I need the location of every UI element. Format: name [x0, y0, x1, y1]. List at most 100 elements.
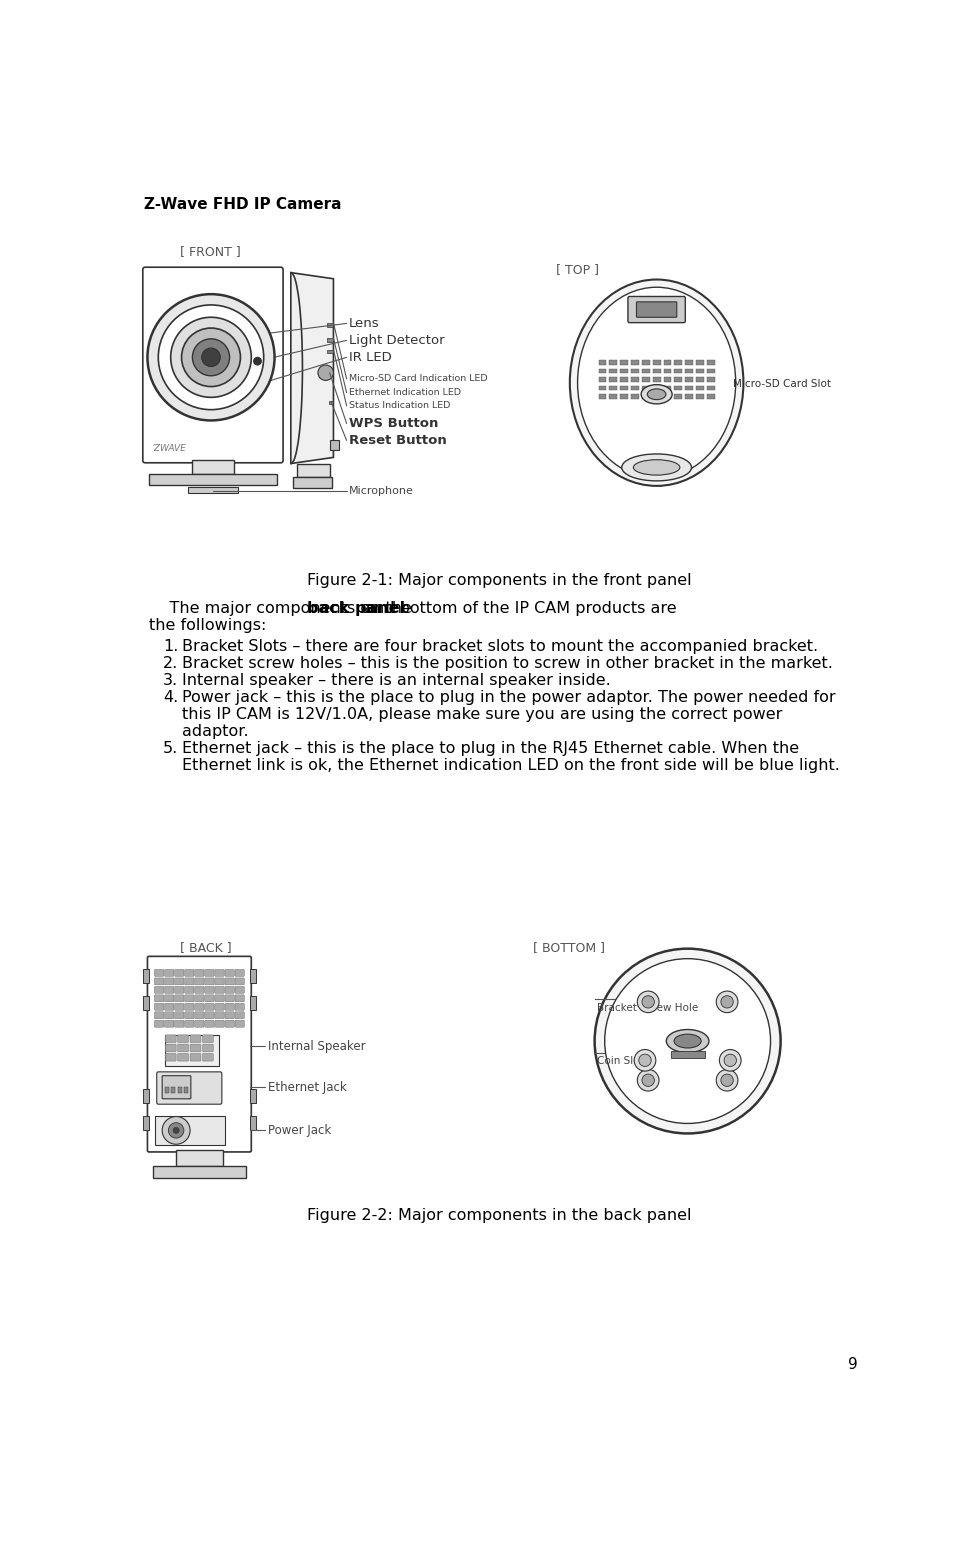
Bar [609, 360, 617, 365]
FancyBboxPatch shape [214, 1013, 224, 1019]
Bar [328, 339, 333, 342]
FancyBboxPatch shape [203, 1044, 214, 1051]
Text: [ BOTTOM ]: [ BOTTOM ] [532, 941, 604, 954]
Bar [184, 1087, 188, 1093]
Text: Power Jack: Power Jack [267, 1124, 331, 1137]
Ellipse shape [634, 460, 680, 475]
Bar [166, 1087, 169, 1093]
FancyBboxPatch shape [214, 986, 224, 994]
Bar [620, 370, 628, 373]
Ellipse shape [569, 280, 743, 486]
Circle shape [638, 1070, 659, 1092]
FancyBboxPatch shape [225, 995, 234, 1002]
Bar [671, 1051, 705, 1058]
Text: Lens: Lens [349, 317, 379, 329]
FancyBboxPatch shape [195, 1013, 204, 1019]
Circle shape [254, 357, 261, 365]
Bar [664, 377, 672, 382]
Circle shape [638, 991, 659, 1013]
Text: Ethernet jack – this is the place to plug in the RJ45 Ethernet cable. When the: Ethernet jack – this is the place to plu… [181, 741, 799, 756]
FancyBboxPatch shape [235, 969, 245, 977]
FancyBboxPatch shape [214, 969, 224, 977]
Bar [631, 360, 639, 365]
Ellipse shape [577, 287, 736, 478]
Bar [165, 1034, 218, 1065]
Bar [188, 486, 238, 492]
Bar [620, 377, 628, 382]
Bar [172, 1087, 176, 1093]
Polygon shape [142, 1089, 149, 1103]
Text: Ethernet Indication LED: Ethernet Indication LED [349, 388, 461, 398]
Bar [652, 370, 660, 373]
FancyBboxPatch shape [184, 978, 194, 985]
Text: back panel: back panel [307, 601, 406, 615]
Bar [620, 394, 628, 399]
Text: Bracket screw holes – this is the position to screw in other bracket in the mark: Bracket screw holes – this is the positi… [181, 655, 833, 671]
Circle shape [642, 1075, 654, 1087]
Bar [664, 370, 672, 373]
Text: 2.: 2. [163, 655, 178, 671]
Bar [675, 394, 682, 399]
FancyBboxPatch shape [154, 995, 164, 1002]
FancyBboxPatch shape [184, 1003, 194, 1011]
FancyBboxPatch shape [205, 969, 214, 977]
FancyBboxPatch shape [165, 969, 174, 977]
FancyBboxPatch shape [175, 1013, 184, 1019]
FancyBboxPatch shape [225, 1003, 234, 1011]
FancyBboxPatch shape [205, 986, 214, 994]
FancyBboxPatch shape [154, 1003, 164, 1011]
Circle shape [318, 365, 333, 380]
FancyBboxPatch shape [225, 1013, 234, 1019]
Polygon shape [293, 477, 332, 488]
Text: 4.: 4. [163, 690, 178, 705]
FancyBboxPatch shape [225, 1020, 234, 1027]
FancyBboxPatch shape [195, 1020, 204, 1027]
Text: WPS Button: WPS Button [349, 418, 439, 430]
FancyBboxPatch shape [154, 978, 164, 985]
Text: Microphone: Microphone [349, 486, 413, 497]
Text: 3.: 3. [163, 672, 178, 688]
Bar [609, 394, 617, 399]
Circle shape [158, 304, 263, 410]
Text: [ BACK ]: [ BACK ] [180, 941, 232, 954]
Bar [328, 323, 333, 326]
Bar [631, 370, 639, 373]
Bar [599, 377, 606, 382]
Bar [685, 370, 693, 373]
Bar [631, 394, 639, 399]
FancyBboxPatch shape [165, 1003, 174, 1011]
Circle shape [721, 995, 733, 1008]
FancyBboxPatch shape [225, 978, 234, 985]
Text: Light Detector: Light Detector [349, 334, 445, 346]
Ellipse shape [622, 453, 691, 481]
FancyBboxPatch shape [184, 986, 194, 994]
Circle shape [717, 1070, 738, 1092]
Bar [642, 377, 649, 382]
Text: Internal speaker – there is an internal speaker inside.: Internal speaker – there is an internal … [181, 672, 610, 688]
FancyBboxPatch shape [235, 986, 245, 994]
FancyBboxPatch shape [205, 995, 214, 1002]
Bar [664, 394, 672, 399]
FancyBboxPatch shape [184, 1013, 194, 1019]
FancyBboxPatch shape [225, 969, 234, 977]
FancyBboxPatch shape [225, 986, 234, 994]
Text: Figure 2-1: Major components in the front panel: Figure 2-1: Major components in the fron… [307, 573, 691, 589]
FancyBboxPatch shape [154, 969, 164, 977]
FancyBboxPatch shape [190, 1053, 201, 1061]
Bar [631, 377, 639, 382]
Bar [330, 441, 339, 450]
FancyBboxPatch shape [203, 1034, 214, 1042]
Circle shape [639, 1054, 651, 1067]
Bar [675, 360, 682, 365]
FancyBboxPatch shape [175, 978, 184, 985]
Circle shape [171, 317, 252, 398]
Text: 9: 9 [848, 1357, 858, 1373]
Polygon shape [297, 463, 331, 477]
Bar [696, 377, 704, 382]
FancyBboxPatch shape [154, 1013, 164, 1019]
FancyBboxPatch shape [175, 995, 184, 1002]
Bar [685, 360, 693, 365]
FancyBboxPatch shape [205, 1013, 214, 1019]
FancyBboxPatch shape [184, 995, 194, 1002]
Polygon shape [250, 1115, 256, 1129]
